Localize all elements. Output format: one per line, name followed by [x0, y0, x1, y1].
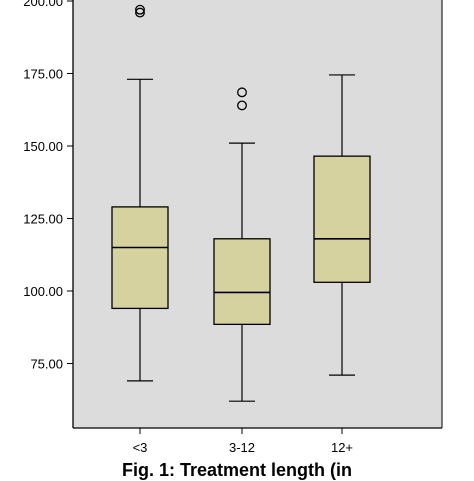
outlier-point — [135, 7, 145, 18]
y-tick-label: 175.00 — [23, 67, 63, 82]
y-tick-label: 125.00 — [23, 212, 63, 227]
box-iqr — [313, 155, 371, 283]
y-tick-label: 100.00 — [23, 284, 63, 299]
figure-caption: Fig. 1: Treatment length (in — [121, 460, 352, 480]
y-tick-label: 75.00 — [30, 357, 63, 372]
x-tick-label: 3-12 — [229, 440, 255, 455]
outlier-point — [237, 87, 247, 98]
y-tick-label: 200.00 — [23, 0, 63, 9]
outlier-point — [237, 100, 247, 111]
y-tick-label: 150.00 — [23, 139, 63, 154]
box-iqr — [213, 238, 271, 326]
x-tick-label: <3 — [133, 440, 148, 455]
outlier-point — [135, 4, 145, 15]
x-tick-label: 12+ — [331, 440, 353, 455]
box-iqr — [111, 206, 169, 310]
